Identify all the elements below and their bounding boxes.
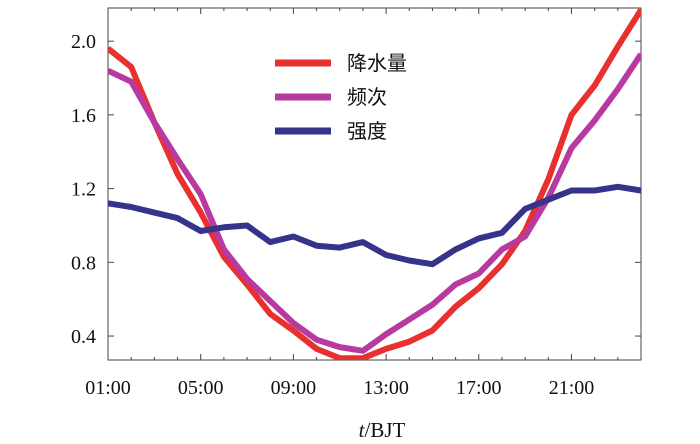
series-line-intensity bbox=[108, 183, 641, 268]
x-tick-label: 21:00 bbox=[549, 377, 595, 399]
x-axis: 01:00 05:00 09:00 13:00 17:00 21:00 bbox=[85, 8, 642, 399]
plot-frame bbox=[107, 7, 642, 361]
x-tick-label: 05:00 bbox=[178, 377, 224, 399]
x-axis-title-unit: /BJT bbox=[365, 418, 406, 442]
x-axis-title-variable: t bbox=[359, 418, 366, 442]
x-tick-label: 17:00 bbox=[456, 377, 502, 399]
x-axis-title: t/BJT bbox=[359, 418, 406, 442]
legend-label-intensity: 强度 bbox=[347, 119, 387, 143]
y-tick-label: 0.8 bbox=[71, 252, 96, 274]
series-lines bbox=[108, 8, 641, 360]
x-tick-label: 09:00 bbox=[271, 377, 317, 399]
legend-label-frequency: 频次 bbox=[347, 85, 387, 109]
y-tick-label: 1.6 bbox=[71, 105, 96, 127]
series-line-frequency bbox=[108, 52, 641, 354]
legend-label-precipitation: 降水量 bbox=[347, 51, 407, 75]
series-line-precipitation bbox=[108, 8, 641, 360]
y-tick-label: 1.2 bbox=[71, 179, 96, 201]
y-tick-label: 2.0 bbox=[71, 31, 96, 53]
x-tick-label: 01:00 bbox=[85, 377, 131, 399]
x-tick-label: 13:00 bbox=[363, 377, 409, 399]
y-axis: 0.4 0.8 1.2 1.6 2.0 bbox=[71, 31, 641, 348]
y-tick-label: 0.4 bbox=[71, 326, 96, 348]
plot-area bbox=[107, 7, 642, 361]
